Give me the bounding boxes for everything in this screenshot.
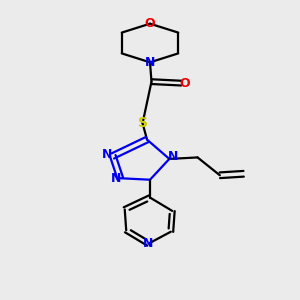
Text: N: N <box>102 148 113 161</box>
Text: O: O <box>179 76 190 90</box>
Text: N: N <box>168 150 178 163</box>
Text: N: N <box>145 56 155 69</box>
Text: N: N <box>111 172 121 185</box>
Text: N: N <box>143 237 154 250</box>
Text: S: S <box>138 116 148 130</box>
Text: O: O <box>145 17 155 30</box>
